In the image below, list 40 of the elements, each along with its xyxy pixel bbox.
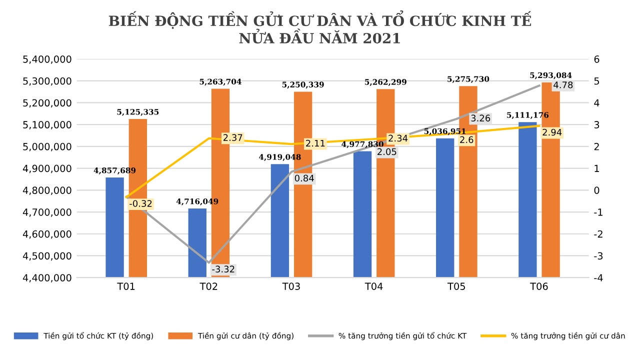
y-tick-label: 4,700,000 bbox=[22, 208, 72, 217]
data-label: -0.32 bbox=[130, 200, 152, 207]
x-tick-label: T03 bbox=[282, 282, 300, 290]
x-tick-label: T06 bbox=[530, 282, 548, 290]
data-label: 2.6 bbox=[460, 136, 474, 144]
y-tick-label: 4,400,000 bbox=[22, 274, 72, 282]
y-tick-label: 4,900,000 bbox=[22, 164, 72, 174]
data-label: 0.84 bbox=[294, 174, 314, 182]
y-tick-label: 5,400,000 bbox=[23, 55, 72, 64]
data-label: 2.11 bbox=[306, 140, 325, 147]
chart-title: BIẾN ĐỘNG TIỀN GỬI CƯ DÂN VÀ TỔ CHỨC KINH TẾ NỬA ĐẦU NĂM 2021 bbox=[108, 10, 532, 44]
y2-tick-label: 4 bbox=[594, 99, 600, 106]
y2-tick-label: 5 bbox=[594, 77, 599, 85]
y-tick-label: 5,300,000 bbox=[23, 77, 72, 86]
data-label: -3.32 bbox=[212, 266, 234, 272]
y2-tick-label: -3 bbox=[594, 252, 603, 260]
y-tick-label: 5,100,000 bbox=[23, 121, 72, 130]
x-tick-label: T05 bbox=[447, 282, 465, 290]
data-label: 2.94 bbox=[542, 128, 562, 136]
data-label: 2.34 bbox=[388, 134, 408, 142]
data-label: 2.37 bbox=[223, 134, 242, 141]
x-tick-label: T02 bbox=[200, 282, 218, 290]
x-tick-label: T01 bbox=[117, 282, 135, 290]
y-tick-label: 4,500,000 bbox=[22, 252, 72, 261]
y-tick-label: 5,000,000 bbox=[23, 142, 72, 152]
x-tick-label: T04 bbox=[364, 282, 383, 290]
y2-tick-label: 3 bbox=[594, 121, 600, 128]
y-tick-label: 5,200,000 bbox=[23, 99, 72, 108]
y-tick-label: 4,800,000 bbox=[22, 186, 72, 195]
y2-tick-label: -1 bbox=[594, 208, 602, 216]
y-tick-label: 4,600,000 bbox=[22, 230, 72, 239]
y2-tick-label: -4 bbox=[594, 274, 603, 282]
data-label: 4.78 bbox=[554, 81, 573, 88]
y2-tick-label: -2 bbox=[594, 230, 602, 238]
data-label: 3.26 bbox=[471, 114, 490, 122]
y2-tick-label: 1 bbox=[594, 164, 599, 172]
y2-tick-label: 6 bbox=[594, 55, 600, 63]
y2-tick-label: 0 bbox=[594, 186, 600, 194]
data-label: 2.05 bbox=[378, 148, 396, 156]
y2-tick-label: 2 bbox=[594, 142, 599, 150]
